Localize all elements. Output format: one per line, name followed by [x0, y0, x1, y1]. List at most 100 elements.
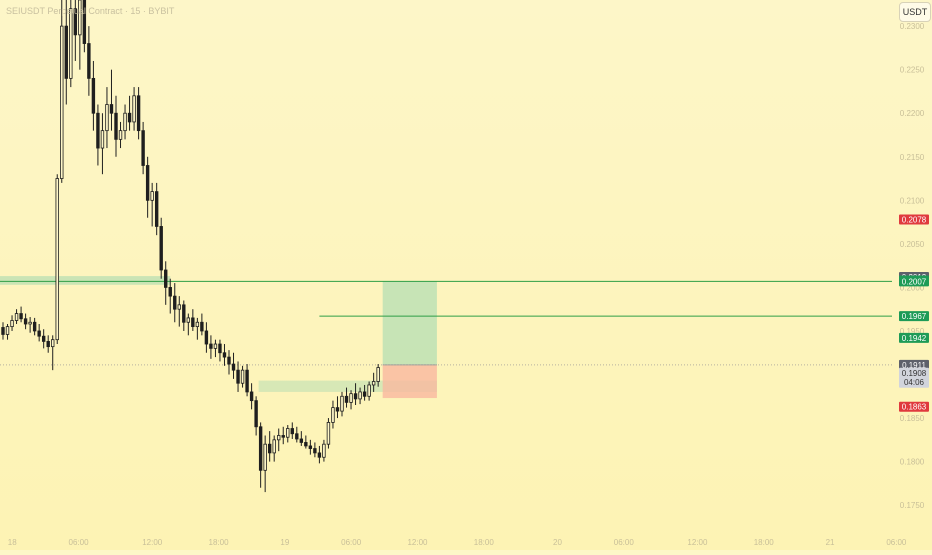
- candle: [218, 339, 222, 362]
- candle: [19, 306, 23, 323]
- candle: [41, 329, 46, 349]
- x-tick-label: 12:00: [687, 538, 708, 547]
- candle: [100, 113, 105, 175]
- candle: [353, 383, 358, 405]
- candle: [227, 350, 231, 375]
- y-tick-label: 0.2100: [900, 196, 925, 205]
- candle: [14, 309, 19, 324]
- y-tick-label: 0.1850: [900, 414, 925, 423]
- svg-text:0.1911: 0.1911: [902, 361, 926, 370]
- price-badge: 0.2007: [899, 276, 929, 287]
- candle: [69, 0, 73, 88]
- candle: [254, 396, 258, 436]
- price-badge: 0.1967: [899, 311, 929, 322]
- candle: [195, 317, 200, 340]
- price-badge: 0.2078: [899, 214, 929, 225]
- candle: [60, 0, 64, 183]
- candle: [154, 182, 159, 236]
- x-tick-label: 18:00: [474, 538, 495, 547]
- candle: [263, 435, 267, 493]
- candle: [186, 313, 191, 336]
- svg-text:0.2007: 0.2007: [902, 277, 927, 286]
- currency-button[interactable]: USDT: [899, 2, 931, 22]
- candle: [313, 442, 317, 458]
- x-tick-label: 06:00: [614, 538, 635, 547]
- candle: [132, 87, 136, 131]
- candle: [299, 431, 304, 446]
- x-tick-label: 18: [8, 538, 17, 547]
- candle: [249, 383, 254, 410]
- candle: [367, 381, 371, 401]
- candle: [286, 425, 290, 443]
- svg-text:0.1967: 0.1967: [902, 312, 927, 321]
- y-tick-label: 0.2000: [900, 283, 925, 292]
- candle: [136, 87, 141, 140]
- candle: [236, 361, 240, 392]
- candle: [73, 0, 78, 61]
- candle: [272, 435, 276, 462]
- candle: [182, 300, 186, 331]
- candle: [231, 352, 236, 379]
- position-target-zone[interactable]: [382, 281, 437, 365]
- candle: [177, 296, 181, 327]
- candle: [64, 0, 68, 105]
- candle: [308, 439, 313, 455]
- candle: [340, 391, 344, 417]
- candle: [200, 313, 204, 336]
- zone-1[interactable]: [258, 380, 437, 392]
- candle: [204, 322, 209, 353]
- candle: [78, 0, 82, 70]
- candle: [317, 445, 322, 464]
- x-tick-label: 12:00: [407, 538, 428, 547]
- zone-0[interactable]: [0, 276, 171, 285]
- candle: [141, 121, 145, 175]
- candle: [51, 335, 55, 371]
- candle: [123, 104, 127, 140]
- candle: [222, 344, 227, 366]
- candle: [213, 339, 218, 358]
- candle: [209, 335, 213, 359]
- candle: [304, 435, 308, 449]
- candle: [168, 278, 172, 314]
- candle: [295, 426, 299, 443]
- svg-text:0.1942: 0.1942: [902, 334, 927, 343]
- candle: [32, 317, 37, 336]
- candle: [349, 390, 353, 410]
- y-tick-label: 0.2150: [900, 153, 925, 162]
- x-tick-label: 06:00: [341, 538, 362, 547]
- candle: [344, 387, 349, 408]
- candle: [322, 439, 326, 462]
- candle: [127, 95, 132, 131]
- candle: [87, 26, 91, 96]
- candle: [82, 0, 87, 53]
- candle: [114, 95, 118, 157]
- candle: [240, 365, 245, 388]
- position-stop-zone[interactable]: [382, 364, 437, 399]
- y-tick-label: 0.2050: [900, 240, 925, 249]
- price-badge: 0.1942: [899, 332, 929, 343]
- y-tick-label: 0.1950: [900, 327, 925, 336]
- candle: [358, 387, 362, 405]
- x-tick-label: 21: [826, 538, 835, 547]
- candle: [37, 324, 41, 342]
- svg-text:0.2078: 0.2078: [902, 215, 927, 224]
- candle: [362, 384, 367, 401]
- x-tick-label: 18:00: [754, 538, 775, 547]
- candle: [109, 69, 114, 131]
- y-tick-label: 0.2200: [900, 109, 925, 118]
- candle: [164, 261, 168, 305]
- svg-text:0.1908: 0.1908: [902, 369, 927, 378]
- price-badge: 0.1863: [899, 401, 929, 412]
- x-tick-label: 19: [280, 538, 289, 547]
- candle: [335, 396, 340, 419]
- y-tick-label: 0.2300: [900, 22, 925, 31]
- svg-text:0.1863: 0.1863: [902, 403, 927, 412]
- candle: [290, 422, 294, 439]
- candle: [23, 313, 28, 330]
- y-tick-label: 0.1800: [900, 458, 925, 467]
- price-badge: 0.1911: [899, 359, 929, 370]
- candle: [5, 324, 10, 340]
